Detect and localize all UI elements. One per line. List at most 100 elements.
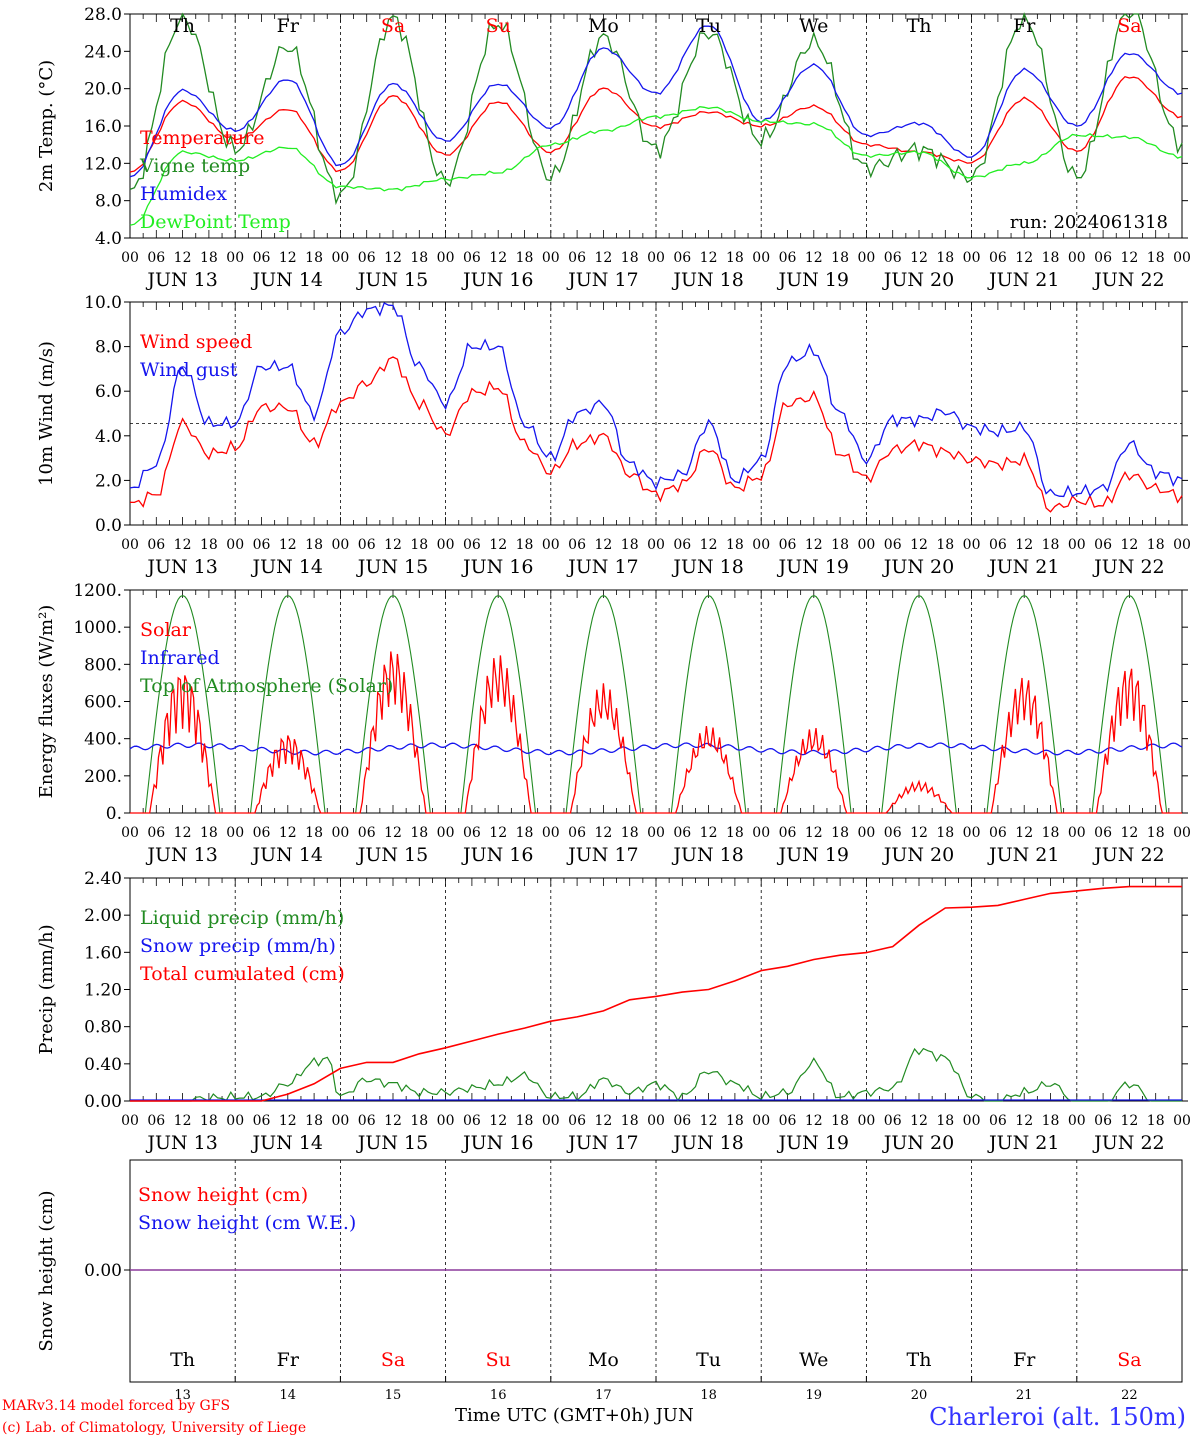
- x-hour-label: 18: [936, 537, 954, 553]
- x-hour-label: 06: [779, 250, 797, 266]
- y-tick-label: 0.40: [84, 1055, 122, 1075]
- run-label: run: 2024061318: [1010, 212, 1168, 233]
- x-hour-label: 18: [1042, 537, 1060, 553]
- x-hour-label: 06: [884, 1113, 902, 1129]
- x-hour-label: 12: [594, 250, 612, 266]
- x-hour-label: 00: [752, 1113, 770, 1129]
- y-tick-label: 16.0: [84, 117, 122, 137]
- x-hour-label: 18: [1147, 825, 1165, 841]
- x-hour-label: 06: [463, 537, 481, 553]
- x-hour-label: 00: [857, 250, 875, 266]
- x-hour-label: 06: [1094, 825, 1112, 841]
- x-hour-label: 12: [910, 825, 928, 841]
- x-hour-label: 18: [516, 250, 534, 266]
- weekday-label: Fr: [1013, 15, 1036, 37]
- x-hour-label: 06: [673, 537, 691, 553]
- x-hour-label: 12: [805, 825, 823, 841]
- x-hour-label: 00: [647, 250, 665, 266]
- x-hour-label: 00: [331, 825, 349, 841]
- x-hour-label: 18: [831, 1113, 849, 1129]
- y-tick-label: 10.0: [84, 293, 122, 313]
- x-day-label: JUN 17: [566, 1132, 638, 1154]
- y-tick-label: 8.0: [95, 192, 122, 212]
- legend-entry: Total cumulated (cm): [140, 963, 345, 985]
- x-hour-label: 18: [200, 1113, 218, 1129]
- series-line-1: [129, 12, 1183, 206]
- day-number-label: 19: [806, 1388, 823, 1403]
- x-day-label: JUN 19: [777, 1132, 849, 1154]
- x-hour-label: 00: [331, 537, 349, 553]
- x-day-label: JUN 13: [145, 269, 217, 291]
- x-hour-label: 18: [200, 825, 218, 841]
- x-hour-label: 18: [200, 537, 218, 553]
- legend-entry: Snow precip (mm/h): [140, 935, 336, 957]
- x-hour-label: 18: [410, 825, 428, 841]
- y-tick-label: 600.: [84, 693, 122, 713]
- x-hour-label: 00: [1068, 825, 1086, 841]
- x-hour-label: 18: [1147, 250, 1165, 266]
- y-tick-label: 6.0: [95, 382, 122, 402]
- legend-entry: Snow height (cm): [138, 1184, 308, 1206]
- x-hour-label: 06: [358, 825, 376, 841]
- x-hour-label: 18: [516, 825, 534, 841]
- x-hour-label: 18: [621, 1113, 639, 1129]
- weekday-label: We: [799, 15, 828, 37]
- x-day-label: JUN 19: [777, 269, 849, 291]
- legend-entry: Snow height (cm W.E.): [138, 1212, 356, 1234]
- legend-entry: Vigne temp: [139, 155, 250, 177]
- x-hour-label: 06: [463, 825, 481, 841]
- y-tick-label: 0.: [106, 804, 122, 824]
- x-hour-label: 12: [174, 537, 192, 553]
- lab-credit: (c) Lab. of Climatology, University of L…: [2, 1420, 307, 1436]
- x-day-label: JUN 14: [251, 1132, 323, 1154]
- x-hour-label: 18: [1042, 825, 1060, 841]
- x-hour-label: 18: [936, 1113, 954, 1129]
- day-number-label: 20: [911, 1388, 928, 1403]
- x-hour-label: 00: [752, 825, 770, 841]
- y-tick-label: 4.0: [95, 427, 122, 447]
- x-hour-label: 00: [542, 825, 560, 841]
- day-number-label: 18: [700, 1388, 717, 1403]
- x-hour-label: 12: [910, 250, 928, 266]
- x-hour-label: 18: [936, 825, 954, 841]
- y-axis-title: Precip (mm/h): [36, 924, 57, 1054]
- x-hour-label: 00: [226, 250, 244, 266]
- x-hour-label: 00: [331, 250, 349, 266]
- legend-entry: Wind gust: [140, 359, 238, 381]
- infrared-line: [129, 742, 1183, 756]
- x-day-label: JUN 13: [145, 844, 217, 866]
- x-day-label: JUN 19: [777, 844, 849, 866]
- x-hour-label: 00: [121, 537, 139, 553]
- x-hour-label: 18: [410, 250, 428, 266]
- x-day-label: JUN 13: [145, 556, 217, 578]
- x-hour-label: 18: [831, 250, 849, 266]
- x-hour-label: 18: [305, 825, 323, 841]
- x-hour-label: 18: [410, 537, 428, 553]
- x-day-label: JUN 16: [461, 1132, 533, 1154]
- x-hour-label: 12: [279, 825, 297, 841]
- x-hour-label: 06: [884, 250, 902, 266]
- x-hour-label: 06: [884, 537, 902, 553]
- x-day-label: JUN 15: [356, 556, 428, 578]
- x-hour-label: 06: [673, 250, 691, 266]
- y-tick-label: 1.20: [84, 981, 122, 1001]
- weekday-label: Sa: [1117, 15, 1141, 37]
- x-hour-label: 00: [1173, 1113, 1191, 1129]
- x-hour-label: 12: [1120, 537, 1138, 553]
- x-hour-label: 00: [963, 825, 981, 841]
- x-hour-label: 12: [384, 250, 402, 266]
- x-hour-label: 12: [700, 825, 718, 841]
- x-hour-label: 12: [1120, 1113, 1138, 1129]
- x-hour-label: 06: [253, 1113, 271, 1129]
- x-hour-label: 00: [437, 537, 455, 553]
- x-hour-label: 18: [831, 537, 849, 553]
- x-day-label: JUN 22: [1092, 1132, 1164, 1154]
- x-hour-label: 00: [963, 1113, 981, 1129]
- y-tick-label: 400.: [84, 730, 122, 750]
- x-hour-label: 18: [831, 825, 849, 841]
- y-tick-label: 28.0: [84, 5, 122, 25]
- x-hour-label: 12: [489, 825, 507, 841]
- x-day-label: JUN 21: [987, 1132, 1059, 1154]
- x-day-label: JUN 22: [1092, 556, 1164, 578]
- x-day-label: JUN 20: [882, 844, 954, 866]
